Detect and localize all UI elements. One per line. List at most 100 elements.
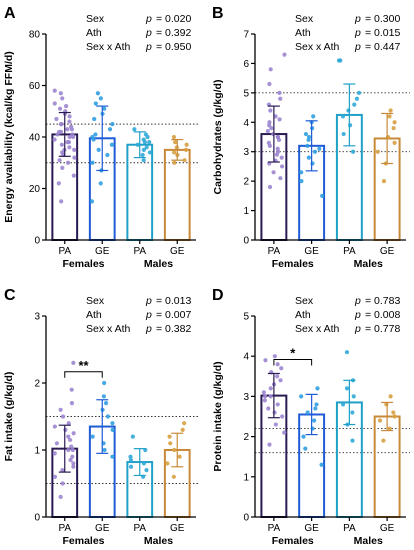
data-point — [266, 406, 271, 411]
stat-value: = 0.013 — [156, 295, 191, 307]
stat-label: Ath — [295, 27, 311, 39]
data-point — [171, 134, 177, 140]
y-tick-label: 40 — [29, 133, 41, 144]
data-point — [268, 108, 273, 113]
data-point — [71, 464, 76, 469]
stat-p-symbol: p — [354, 27, 361, 39]
data-point — [101, 394, 106, 399]
data-point — [52, 88, 57, 93]
data-point — [280, 414, 285, 419]
data-point — [70, 447, 75, 453]
data-point — [387, 114, 392, 119]
stat-value: = 0.783 — [365, 295, 400, 307]
data-point — [128, 457, 134, 463]
stat-label: Sex — [295, 13, 314, 25]
data-point — [315, 386, 320, 391]
data-point — [58, 122, 63, 127]
data-point — [348, 123, 353, 128]
data-point — [52, 137, 57, 142]
x-tick-label: PA — [343, 246, 356, 257]
group-label: Females — [272, 258, 314, 270]
data-point — [92, 116, 97, 122]
data-point — [269, 126, 274, 131]
data-point — [279, 155, 284, 160]
data-point — [58, 407, 63, 412]
data-point — [89, 199, 95, 204]
data-point — [167, 434, 172, 439]
data-point — [282, 430, 287, 435]
data-point — [301, 434, 306, 439]
data-point — [392, 414, 397, 419]
data-point — [351, 394, 356, 399]
stat-label: Sex x Ath — [295, 41, 340, 53]
data-point — [69, 401, 75, 406]
data-point — [68, 437, 73, 443]
x-tick-label: PA — [268, 523, 281, 534]
data-point — [182, 158, 187, 163]
y-tick-label: 0 — [34, 236, 40, 247]
data-point — [387, 426, 392, 431]
stat-value: = 0.392 — [156, 27, 191, 39]
data-point — [67, 134, 72, 140]
data-point — [271, 131, 276, 137]
data-point — [71, 461, 76, 466]
data-point — [110, 427, 115, 432]
stat-label: Sex x Ath — [86, 323, 131, 335]
x-tick-label: PA — [58, 246, 71, 257]
panel-letter: B — [212, 5, 224, 22]
stat-label: Sex x Ath — [86, 41, 131, 53]
data-point — [338, 58, 343, 63]
data-point — [278, 378, 283, 383]
x-tick-label: GE — [95, 246, 110, 257]
y-axis-title: Fat intake (g/kg/d) — [3, 372, 15, 462]
data-point — [70, 132, 75, 137]
data-point — [272, 354, 277, 359]
data-point — [102, 380, 107, 386]
y-tick-label: 2 — [34, 379, 40, 390]
bar-pa-male — [126, 143, 154, 242]
data-point — [340, 402, 346, 407]
y-tick-label: 4 — [243, 352, 249, 363]
stat-label: Ath — [86, 309, 102, 321]
data-point — [102, 106, 107, 111]
data-point — [102, 447, 107, 453]
data-point — [140, 152, 145, 158]
stat-value: = 0.950 — [156, 41, 191, 53]
data-point — [305, 143, 310, 148]
data-point — [135, 142, 140, 147]
data-point — [109, 142, 114, 147]
data-point — [144, 468, 149, 473]
x-tick-label: PA — [133, 246, 146, 257]
data-point — [71, 431, 76, 436]
data-point — [312, 149, 318, 154]
data-point — [278, 176, 283, 181]
data-point — [66, 434, 71, 439]
group-label: Males — [354, 535, 383, 547]
x-tick-label: GE — [170, 246, 185, 257]
x-tick-label: PA — [58, 523, 71, 534]
stat-p-symbol: p — [145, 309, 152, 321]
data-point — [98, 181, 103, 186]
data-point — [59, 199, 64, 204]
data-point — [69, 387, 74, 392]
data-point — [72, 155, 77, 160]
data-point — [171, 150, 177, 155]
y-tick-label: 5 — [243, 88, 249, 99]
data-point — [90, 134, 95, 140]
y-tick-label: 0 — [34, 513, 40, 524]
x-tick-label: PA — [133, 523, 146, 534]
y-tick-label: 20 — [29, 184, 41, 195]
stat-p-symbol: p — [354, 309, 361, 321]
data-point — [66, 421, 71, 426]
stat-p-symbol: p — [354, 41, 361, 53]
data-point — [56, 181, 61, 186]
data-point — [275, 374, 280, 379]
data-point — [60, 481, 65, 486]
data-point — [52, 451, 57, 456]
group-label: Males — [354, 258, 383, 270]
x-tick-label: PA — [268, 246, 281, 257]
stat-value: = 0.008 — [365, 309, 400, 321]
